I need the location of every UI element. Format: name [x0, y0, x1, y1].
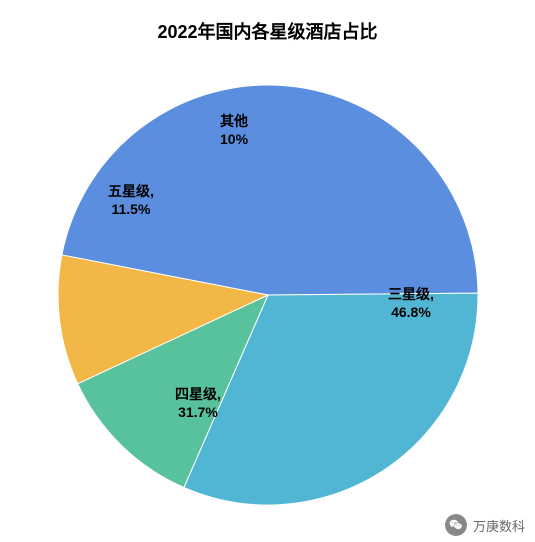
- slice-label-三星级: 三星级,46.8%: [388, 285, 434, 321]
- slice-label-五星级: 五星级,11.5%: [108, 182, 154, 218]
- slice-label-name: 五星级,: [108, 182, 154, 200]
- slice-label-name: 四星级,: [175, 385, 221, 403]
- chart-title: 2022年国内各星级酒店占比: [0, 0, 535, 44]
- wechat-icon: [445, 514, 467, 536]
- slice-label-value: 10%: [220, 130, 248, 148]
- footer-brand: 万庚数科: [445, 514, 525, 536]
- slice-label-name: 三星级,: [388, 285, 434, 303]
- slice-label-其他: 其他10%: [220, 112, 248, 148]
- brand-text: 万庚数科: [473, 516, 525, 535]
- slice-label-value: 11.5%: [108, 200, 154, 218]
- pie-chart-container: 2022年国内各星级酒店占比 三星级,46.8% 四星级,31.7% 五星级,11.…: [0, 0, 535, 542]
- slice-label-name: 其他: [220, 112, 248, 130]
- slice-label-四星级: 四星级,31.7%: [175, 385, 221, 421]
- slice-label-value: 46.8%: [388, 303, 434, 321]
- slice-label-value: 31.7%: [175, 403, 221, 421]
